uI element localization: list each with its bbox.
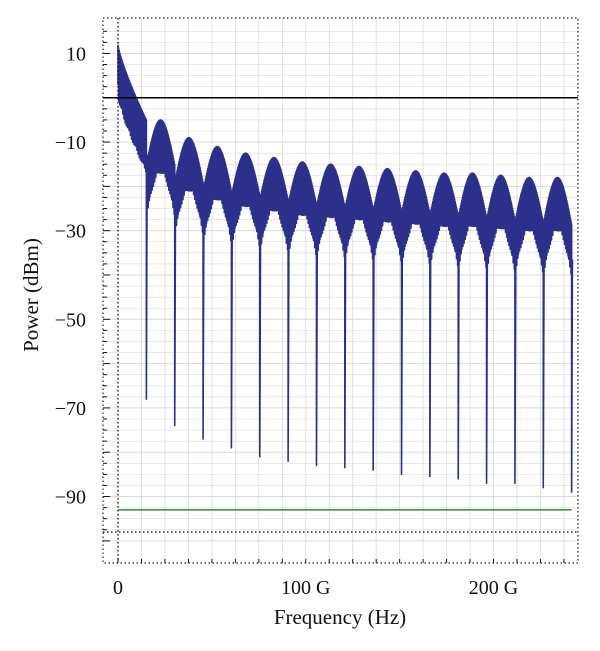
x-tick-label: 100 G [281, 577, 330, 599]
y-tick-label: −50 [55, 309, 86, 331]
y-tick-label: 10 [66, 43, 86, 65]
x-tick-label: 200 G [469, 577, 518, 599]
y-tick-label: −90 [55, 487, 86, 509]
trace-layer [117, 44, 574, 511]
x-axis-title: Frequency (Hz) [274, 605, 406, 629]
y-axis-title: Power (dBm) [19, 238, 43, 352]
y-tick-label: −30 [55, 221, 86, 243]
x-tick-label: 0 [113, 577, 123, 599]
plot-frame [102, 17, 579, 564]
grid-layer [103, 18, 578, 563]
axes: 10 −10 −30 −50 −70 −90 0 100 G 200 G [55, 30, 565, 599]
y-tick-label: −70 [55, 398, 86, 420]
reference-lines [103, 18, 578, 563]
y-tick-label: −10 [55, 132, 86, 154]
spectrum-trace [117, 44, 574, 493]
